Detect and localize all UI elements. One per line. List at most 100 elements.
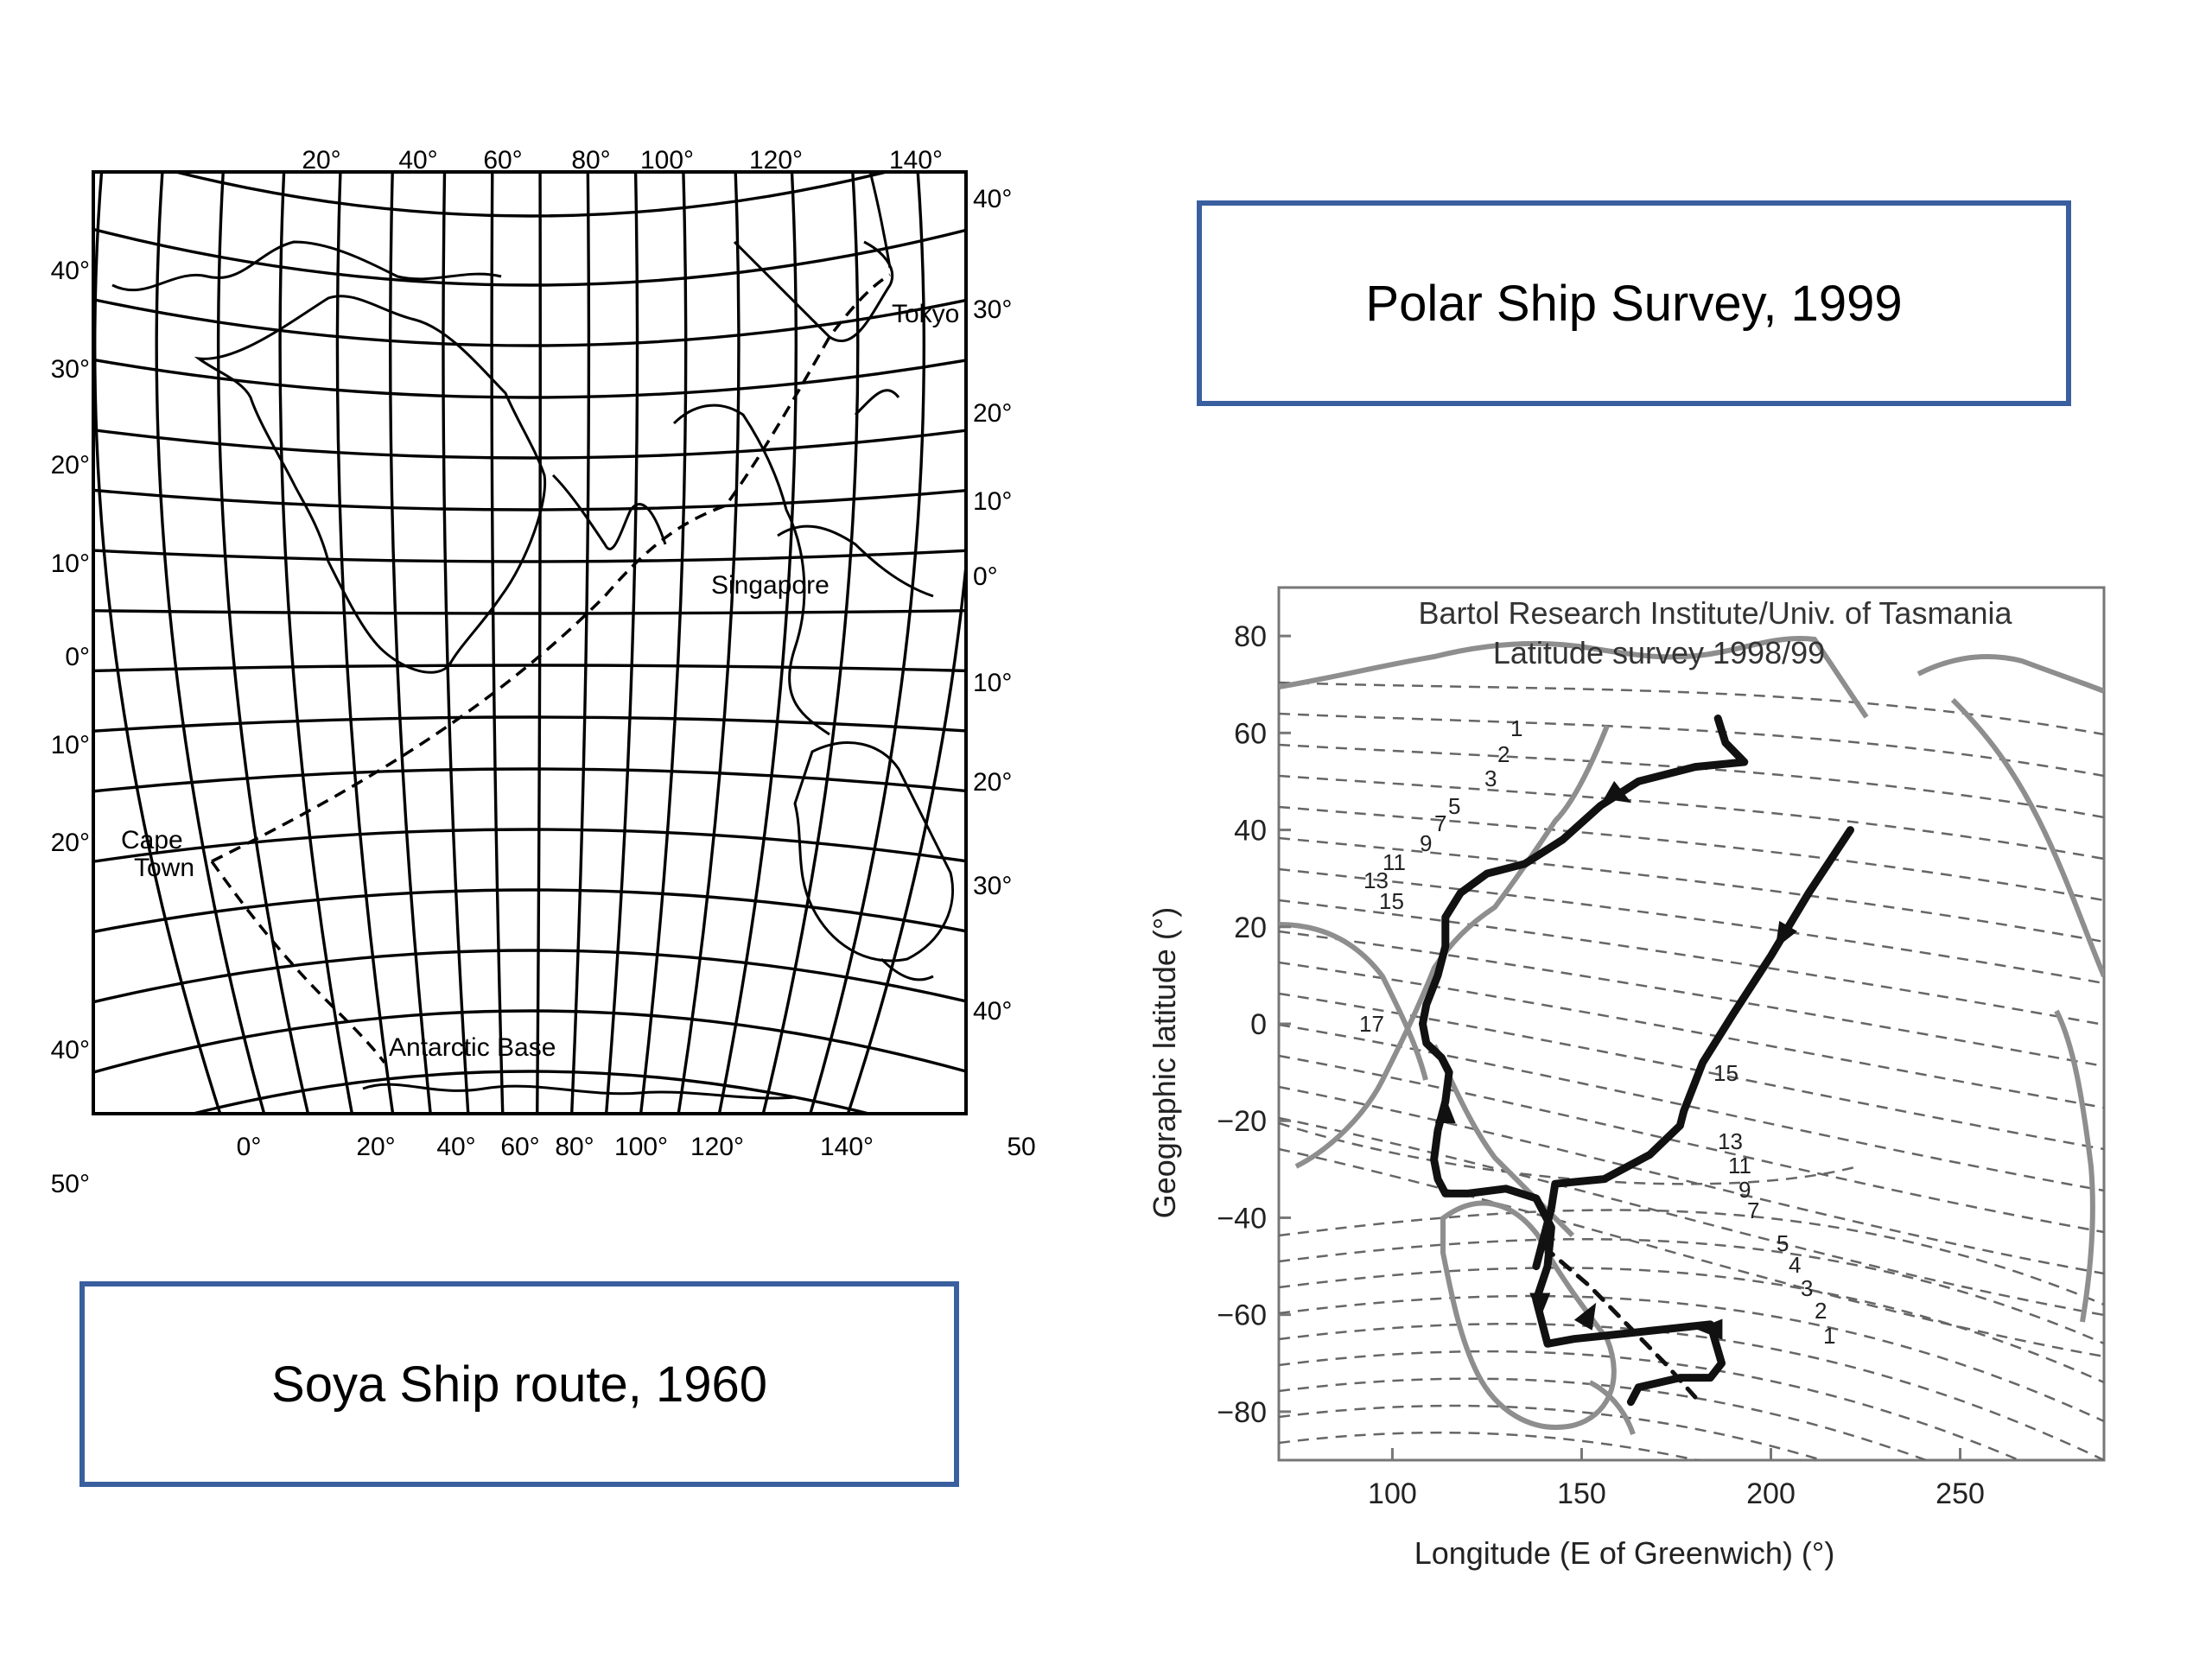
track-direction-arrow — [1573, 1302, 1597, 1331]
y-tick-label: −60 — [1217, 1299, 1267, 1332]
latitude-line — [93, 488, 966, 511]
latitude-line — [93, 767, 966, 793]
y-tick-label: 80 — [1234, 620, 1267, 653]
contour-label: 3 — [1484, 765, 1497, 791]
left-lat-label: 40° — [51, 257, 90, 285]
contour-label: 2 — [1497, 741, 1510, 767]
meridian-line — [846, 549, 966, 1114]
meridian-line — [93, 172, 222, 1114]
track-direction-arrow — [1529, 1293, 1551, 1319]
contour-line — [1279, 1350, 2022, 1460]
contour-line — [1279, 774, 2104, 861]
left-lat-label: 10° — [51, 731, 90, 759]
bottom-lon-label: 20° — [356, 1133, 395, 1161]
meridian-line — [536, 172, 542, 1114]
top-lon-label: 40° — [398, 146, 437, 175]
meridian-line — [389, 172, 432, 1114]
track-direction-arrow — [1775, 920, 1798, 949]
x-axis-label: Longitude (E of Greenwich) (°) — [1414, 1535, 1835, 1571]
right-lat-label: 10° — [973, 487, 1012, 516]
contour-line — [1279, 805, 2104, 902]
map-label-cape: Cape — [121, 826, 183, 854]
bottom-lon-label: 0° — [237, 1133, 262, 1161]
latitude-line — [93, 949, 966, 1004]
meridian-line — [335, 172, 395, 1114]
soya-route-line — [210, 273, 891, 1064]
bottom-lon-label: 60° — [500, 1133, 539, 1161]
contour-line — [1279, 961, 2104, 1109]
bottom-lon-label: 120° — [690, 1133, 744, 1161]
meridian-line — [490, 172, 505, 1114]
contour-label: 1 — [1510, 715, 1522, 741]
bottom-lon-label: 50° — [1007, 1133, 1037, 1161]
contour-line — [1279, 1121, 1859, 1185]
bottom-lon-label: 140° — [820, 1133, 874, 1161]
meridian-line — [639, 172, 688, 1114]
latitude-line — [93, 609, 966, 615]
ship-track-solid — [1419, 715, 1749, 1407]
x-tick-label: 200 — [1746, 1477, 1796, 1510]
top-lon-label: 100° — [640, 146, 694, 175]
map-label-singapore: Singapore — [711, 571, 830, 600]
track-direction-arrow — [1604, 780, 1632, 804]
polar-caption-box: Polar Ship Survey, 1999 — [1197, 200, 2071, 406]
latitude-line — [93, 428, 966, 460]
contour-line — [1279, 1431, 1702, 1460]
contour-line — [1279, 1237, 2104, 1345]
y-tick-label: −20 — [1217, 1105, 1267, 1138]
contour-line — [1279, 1267, 2104, 1384]
latitude-line — [169, 172, 893, 218]
bottom-lon-label: 80° — [555, 1133, 594, 1161]
bottom-lon-label: 100° — [614, 1133, 668, 1161]
meridian-line — [155, 172, 266, 1114]
x-tick-label: 250 — [1936, 1477, 1985, 1510]
top-lon-label: 140° — [889, 146, 943, 175]
chart-title-line2: Latitude survey 1998/99 — [1493, 635, 1825, 670]
contour-label: 13 — [1363, 867, 1389, 893]
contour-line — [1279, 1116, 2104, 1317]
chart-title-line1: Bartol Research Institute/Univ. of Tasma… — [1419, 595, 2013, 631]
contour-label: 15 — [1713, 1060, 1738, 1086]
map-coastlines — [111, 172, 955, 1100]
latitude-line — [93, 664, 966, 673]
latitude-line — [93, 888, 966, 934]
contour-label: 11 — [1382, 849, 1406, 875]
contour-label: 3 — [1801, 1275, 1813, 1301]
left-lat-label: 40° — [51, 1036, 90, 1064]
contour-label: 5 — [1448, 793, 1460, 819]
latitude-line — [188, 1070, 875, 1114]
x-tick-label: 150 — [1557, 1477, 1606, 1510]
map-label-antarctic-base: Antarctic Base — [389, 1033, 556, 1062]
right-lat-label: 30° — [973, 872, 1012, 900]
right-lat-label: 40° — [973, 185, 1012, 213]
contour-label: 13 — [1718, 1128, 1743, 1154]
latitude-line — [93, 549, 966, 563]
contour-label: 7 — [1747, 1197, 1759, 1223]
track-direction-arrow — [1434, 1097, 1456, 1124]
contour-label: 15 — [1379, 888, 1404, 914]
contour-line — [1279, 1054, 2104, 1234]
meridian-line — [442, 172, 470, 1114]
right-lat-label: 0° — [973, 562, 998, 591]
top-lon-label: 60° — [483, 146, 522, 175]
map-frame — [92, 170, 968, 1115]
contour-label: 5 — [1777, 1230, 1789, 1256]
right-lat-label: 10° — [973, 669, 1012, 697]
contour-label: 7 — [1434, 810, 1446, 836]
y-tick-label: −40 — [1217, 1202, 1267, 1235]
ship-track-solid — [1532, 826, 1854, 1271]
bottom-lon-label: 40° — [436, 1133, 475, 1161]
contour-line — [1279, 930, 2104, 1068]
contour-line — [1279, 1209, 2104, 1306]
contour-line — [1279, 1377, 1929, 1460]
contour-label: 4 — [1789, 1252, 1801, 1278]
meridian-line — [717, 172, 798, 1114]
contour-label: 2 — [1815, 1298, 1827, 1324]
right-lat-label: 40° — [973, 997, 1012, 1026]
left-lat-label: 30° — [51, 355, 90, 384]
meridian-line — [604, 172, 639, 1114]
contour-line — [1279, 681, 2104, 736]
contour-line — [1279, 1294, 2104, 1423]
contour-label: 17 — [1359, 1011, 1384, 1037]
